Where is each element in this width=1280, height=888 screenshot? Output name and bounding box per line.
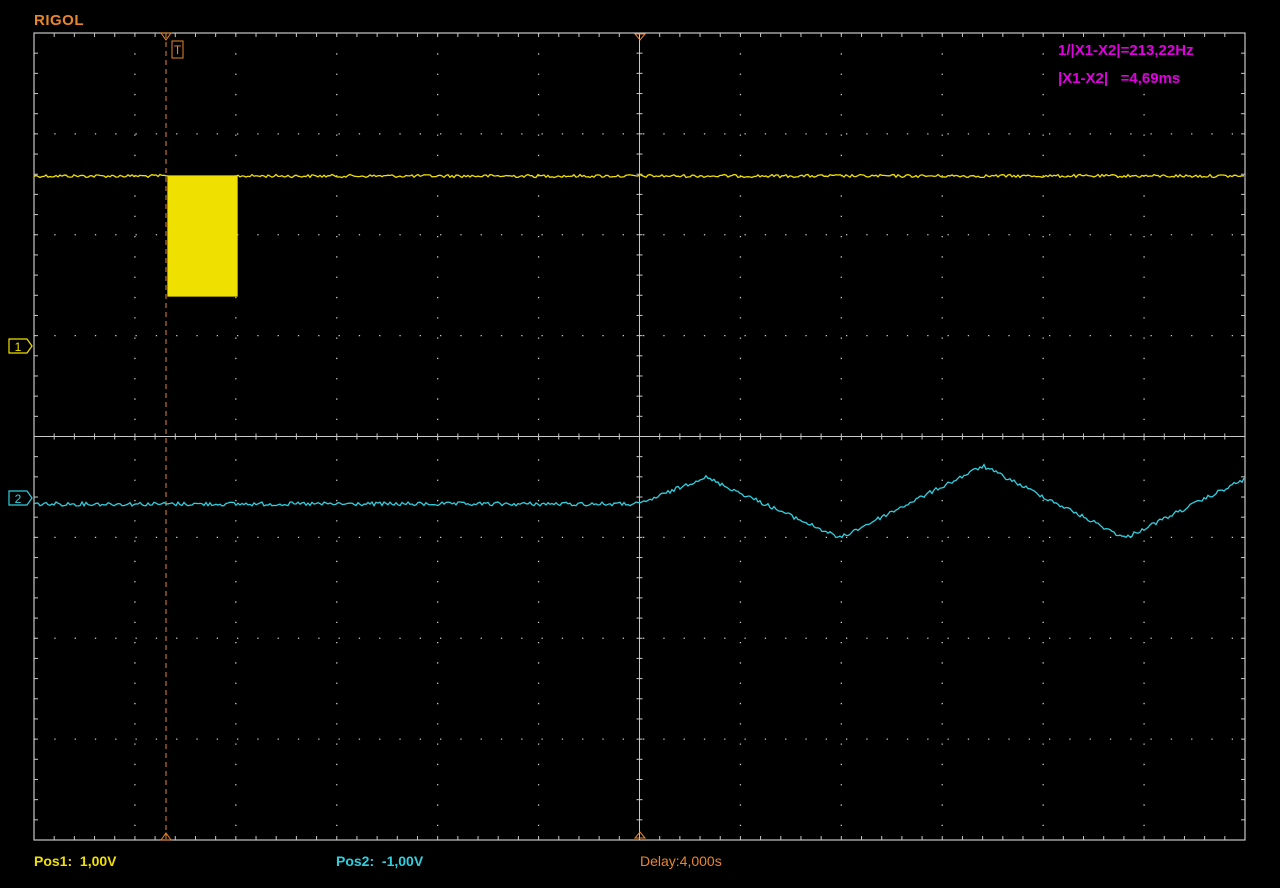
cursor-x1[interactable] (160, 33, 172, 841)
trigger-marker[interactable]: T (160, 32, 184, 59)
trigger-label: T (174, 43, 182, 57)
channel-2-ground-marker[interactable]: 2 (8, 490, 33, 506)
channel-2-trace (33, 463, 1245, 539)
measurement-frequency: 1/|X1-X2|=213,22Hz (1058, 42, 1194, 59)
channel-1-trace (33, 173, 1244, 297)
channel-2-position: Pos2: -1,00V (336, 853, 424, 869)
channel-1-ground-marker[interactable]: 1 (8, 338, 33, 354)
graticule (33, 32, 1246, 841)
channel-1-marker-label: 1 (15, 340, 22, 354)
brand-logo: RIGOL (34, 12, 84, 29)
trigger-position-marker (633, 33, 647, 839)
channel-2-marker-label: 2 (15, 492, 22, 506)
channel-1-position: Pos1: 1,00V (34, 853, 117, 869)
delay-readout: Delay:4,000s (640, 853, 722, 869)
cursor-x1-bottom-marker (160, 832, 172, 841)
measurement-delta-time: |X1-X2| =4,69ms (1058, 70, 1181, 87)
